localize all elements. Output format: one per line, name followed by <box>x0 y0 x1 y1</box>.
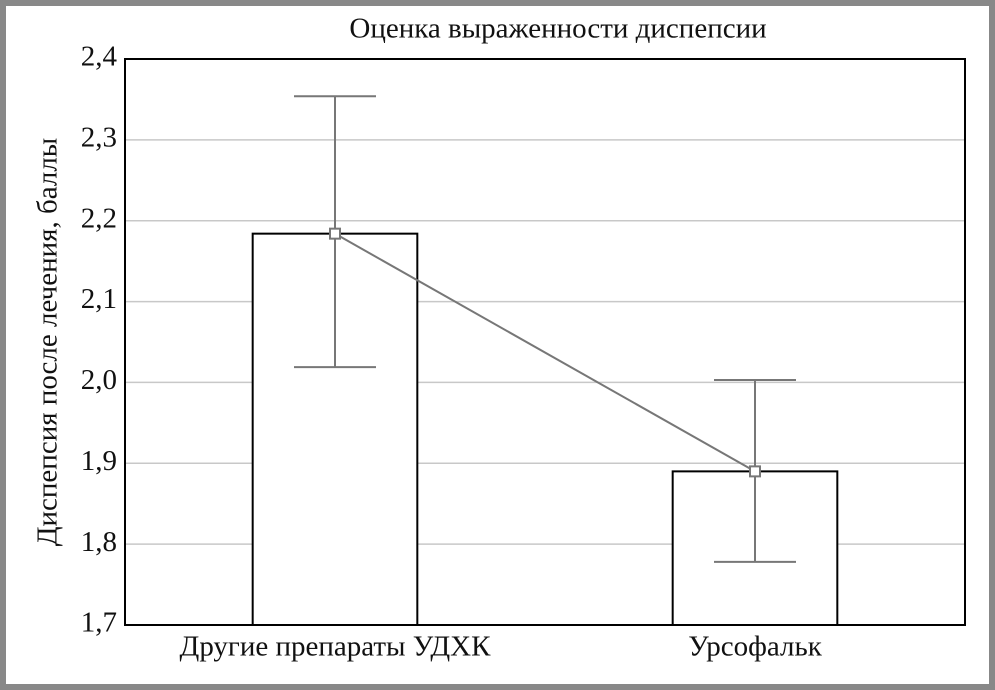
mean-marker <box>749 465 761 478</box>
y-tick-label: 2,1 <box>81 283 117 315</box>
y-tick-label: 1,9 <box>81 445 117 477</box>
plot-border <box>124 58 966 626</box>
mean-line <box>334 232 756 473</box>
x-tick-label: Урсофальк <box>688 631 822 663</box>
y-axis-label: Диспепсия после лечения, баллы <box>32 138 64 547</box>
chart-title: Оценка выраженности диспепсии <box>349 13 766 45</box>
mean-marker <box>329 227 341 240</box>
x-tick-label: Другие препараты УДХК <box>180 631 492 663</box>
y-tick-label: 1,8 <box>81 526 117 558</box>
y-tick-label: 2,4 <box>81 41 118 73</box>
y-tick-label: 2,3 <box>81 122 117 154</box>
y-tick-label: 2,0 <box>81 364 117 396</box>
y-tick-label: 2,2 <box>81 202 117 234</box>
y-tick-label: 1,7 <box>81 607 117 639</box>
